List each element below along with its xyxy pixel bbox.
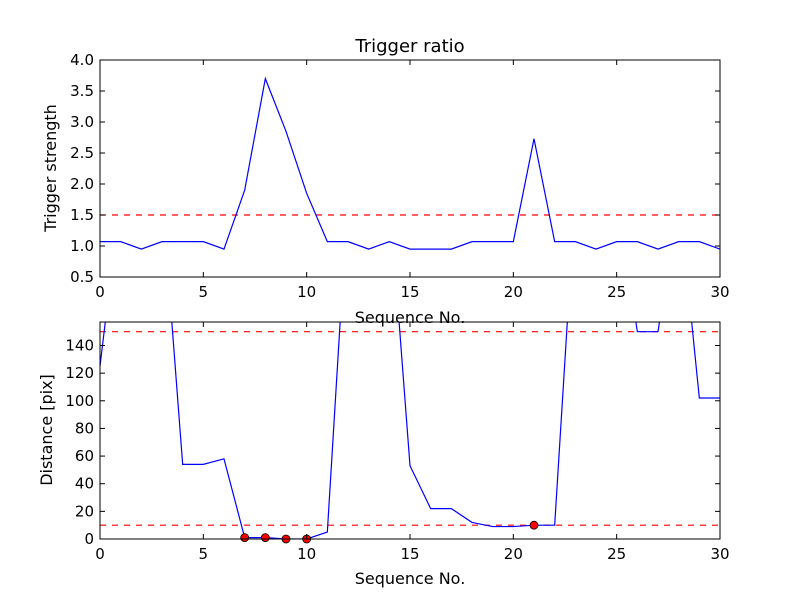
y-tick-label: 3.0 <box>70 113 94 131</box>
y-tick-label: 2.5 <box>70 144 94 162</box>
y-tick-label: 0 <box>84 530 94 548</box>
subplot-distance: 0 5 10 15 20 25 30 0 20 40 60 80 100 120 140 Sequence… <box>37 321 730 588</box>
y-tick-label: 1.5 <box>70 206 94 224</box>
y-tick-label: 140 <box>65 336 94 354</box>
y-tick-label: 20 <box>75 502 94 520</box>
y-tick-label: 2.0 <box>70 175 94 193</box>
y-tick-label: 4.0 <box>70 51 94 69</box>
x-tick-label: 15 <box>400 283 419 301</box>
y-tick-label: 80 <box>75 419 94 437</box>
y-tick-label: 0.5 <box>70 268 94 286</box>
x-tick-label: 25 <box>607 283 626 301</box>
x-tick-label: 10 <box>297 283 316 301</box>
x-tick-label: 0 <box>95 545 105 563</box>
y-tick-label: 3.5 <box>70 82 94 100</box>
y-tick-label: 1.0 <box>70 237 94 255</box>
x-tick-label: 0 <box>95 283 105 301</box>
y-tick-label: 60 <box>75 447 94 465</box>
highlight-point <box>260 533 270 543</box>
series-line <box>100 322 720 539</box>
y-tick-label: 120 <box>65 364 94 382</box>
x-tick-label: 15 <box>400 545 419 563</box>
x-tick-label: 20 <box>504 283 523 301</box>
y-axis-label: Trigger strength <box>41 104 60 233</box>
x-tick-label: 5 <box>199 545 209 563</box>
x-axis-label: Sequence No. <box>355 569 466 588</box>
x-tick-label: 25 <box>607 545 626 563</box>
y-tick-label: 40 <box>75 475 94 493</box>
x-tick-label: 20 <box>504 545 523 563</box>
y-tick-label: 100 <box>65 392 94 410</box>
y-axis-label: Distance [pix] <box>37 374 56 486</box>
x-tick-label: 10 <box>297 545 316 563</box>
series-line <box>100 76 720 250</box>
x-tick-label: 5 <box>199 283 209 301</box>
x-tick-label: 30 <box>710 545 729 563</box>
x-tick-label: 30 <box>710 283 729 301</box>
chart-title: Trigger ratio <box>354 36 464 57</box>
highlight-point <box>240 533 250 543</box>
highlight-point <box>529 520 539 530</box>
